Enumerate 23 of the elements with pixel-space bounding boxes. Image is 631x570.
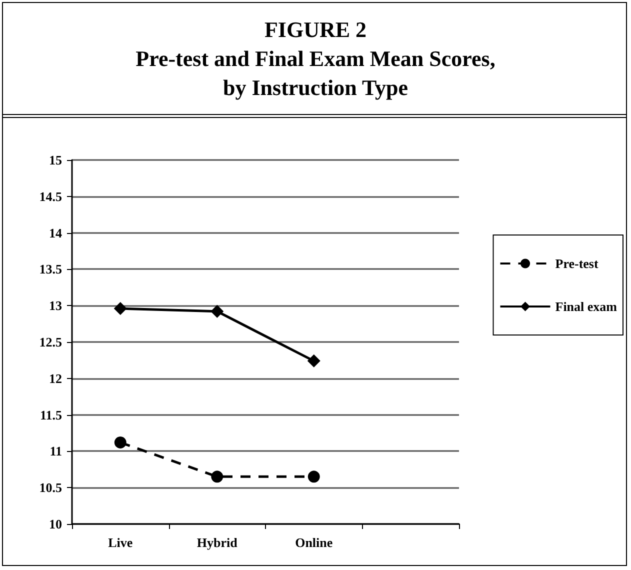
point	[307, 354, 320, 368]
point	[308, 470, 320, 483]
y-tick-label: 15	[49, 152, 62, 168]
point	[114, 436, 126, 448]
legend-label: Pre-test	[555, 256, 599, 271]
point	[211, 470, 224, 483]
point	[114, 302, 127, 316]
y-tick-label: 14	[49, 225, 62, 240]
x-tick-label: Live	[108, 535, 133, 550]
y-tick-label: 12.5	[39, 334, 62, 350]
y-tick-label: 14.5	[39, 188, 62, 204]
point	[210, 304, 224, 318]
y-tick-label: 10.5	[39, 480, 62, 496]
y-tick-label: 11.5	[40, 407, 62, 422]
y-tick-label: 13	[49, 298, 62, 314]
y-tick-label: 13.5	[39, 262, 62, 277]
x-tick-label: Hybrid	[196, 535, 238, 550]
y-tick-label: 12	[49, 370, 62, 386]
x-tick-label: Online	[295, 535, 333, 550]
y-tick-label: 11	[50, 444, 62, 459]
legend-label: Final exam	[555, 299, 618, 314]
y-tick-label: 10	[49, 516, 62, 532]
chart-title: FIGURE 2 Pre-test and Final Exam Mean Scores, by Instruction Type	[136, 17, 496, 100]
